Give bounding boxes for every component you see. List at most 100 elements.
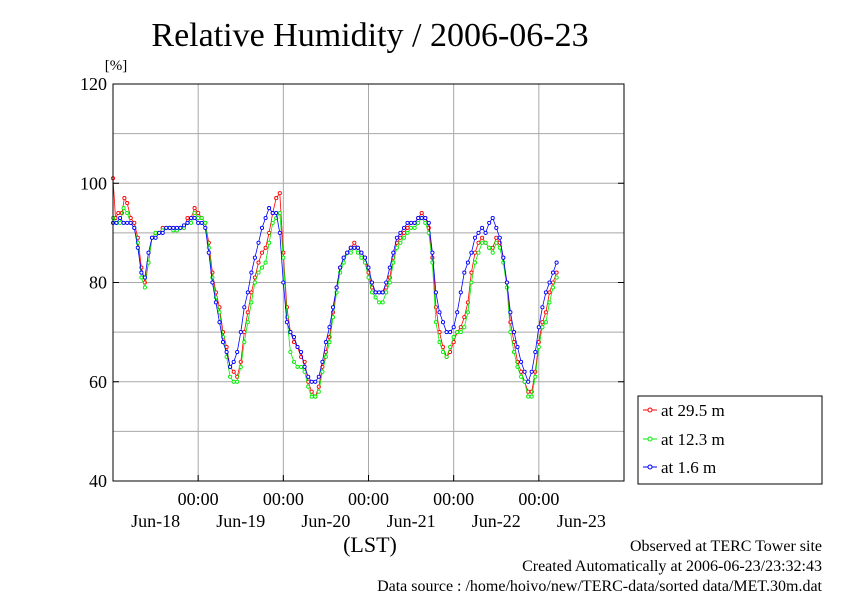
x-day-label: Jun-22: [472, 511, 521, 531]
data-point: [511, 340, 517, 345]
data-point: [458, 290, 463, 295]
data-point: [526, 394, 531, 399]
data-point: [135, 245, 140, 250]
data-point: [196, 220, 201, 225]
data-point: [497, 245, 502, 250]
data-point: [228, 374, 233, 379]
data-point: [146, 250, 151, 255]
data-point: [547, 280, 552, 285]
x-day-label: Jun-19: [216, 511, 265, 531]
legend-label: at 29.5 m: [661, 401, 725, 420]
data-point: [288, 349, 293, 355]
data-point: [387, 280, 392, 285]
data-point: [366, 275, 371, 280]
data-point: [494, 235, 499, 240]
data-point: [125, 210, 130, 216]
data-point: [440, 349, 446, 355]
data-point: [277, 230, 282, 235]
data-point: [288, 330, 293, 335]
data-point: [494, 240, 499, 245]
data-point: [419, 210, 424, 216]
y-tick-label: 120: [80, 74, 107, 94]
data-point: [114, 220, 119, 225]
data-point: [192, 210, 197, 216]
data-point: [245, 320, 250, 325]
data-point: [369, 290, 375, 295]
data-point: [259, 250, 265, 255]
data-point: [472, 260, 478, 265]
data-point: [554, 260, 559, 265]
y-tick-label: 100: [80, 173, 107, 193]
data-point: [178, 225, 183, 230]
legend: at 29.5 m at 12.3 m at 1.6 m: [637, 395, 823, 485]
data-point: [423, 220, 428, 225]
data-point: [320, 369, 325, 374]
data-point: [455, 330, 460, 335]
data-point: [409, 225, 414, 230]
data-point: [252, 255, 257, 260]
data-point: [437, 330, 442, 335]
data-point: [529, 369, 534, 374]
data-point: [196, 215, 201, 221]
data-point: [490, 215, 495, 221]
data-point: [242, 340, 247, 345]
x-tick-time-label: 00:00: [263, 489, 304, 509]
data-point: [320, 359, 325, 364]
data-point: [313, 394, 318, 399]
data-point: [369, 280, 375, 285]
data-point: [519, 359, 524, 364]
data-point: [270, 220, 275, 225]
data-point: [377, 300, 382, 305]
data-point: [277, 210, 282, 216]
legend-marker: [647, 436, 653, 442]
data-point: [359, 250, 364, 255]
data-point: [533, 374, 538, 379]
series-3: [110, 206, 559, 384]
data-point: [256, 240, 261, 245]
data-point: [259, 225, 265, 230]
data-point: [185, 215, 190, 221]
data-point: [359, 255, 364, 260]
data-point: [256, 260, 261, 265]
data-point: [139, 270, 144, 275]
data-point: [121, 206, 126, 211]
data-point: [174, 225, 179, 230]
data-point: [160, 230, 165, 235]
data-point: [515, 364, 520, 369]
data-point: [181, 223, 187, 228]
data-point: [164, 225, 169, 230]
data-point: [543, 320, 548, 325]
data-point: [398, 230, 403, 235]
y-axis-unit-label: [%]: [105, 58, 128, 74]
data-point: [543, 310, 548, 315]
data-point: [231, 379, 236, 384]
data-point: [416, 215, 421, 221]
data-point: [437, 310, 442, 315]
data-point: [533, 349, 538, 355]
data-point: [249, 290, 254, 295]
data-point: [508, 310, 513, 315]
x-tick-time-label: 00:00: [348, 489, 389, 509]
grid: [113, 84, 624, 481]
data-point: [401, 230, 407, 235]
data-point: [472, 235, 478, 240]
data-point: [309, 379, 314, 384]
data-point: [125, 220, 130, 225]
data-point: [536, 325, 541, 330]
data-point: [302, 364, 307, 369]
data-point: [543, 290, 548, 295]
data-point: [327, 340, 332, 345]
data-point: [213, 300, 218, 305]
x-day-label: Jun-21: [387, 511, 436, 531]
data-point: [196, 210, 201, 216]
data-point: [554, 275, 559, 280]
data-point: [380, 300, 385, 305]
x-day-label: Jun-20: [301, 511, 350, 531]
data-point: [377, 290, 382, 295]
data-point: [355, 250, 360, 255]
data-point: [522, 379, 527, 384]
data-point: [118, 215, 123, 221]
data-point: [217, 320, 222, 325]
data-point: [281, 255, 286, 260]
